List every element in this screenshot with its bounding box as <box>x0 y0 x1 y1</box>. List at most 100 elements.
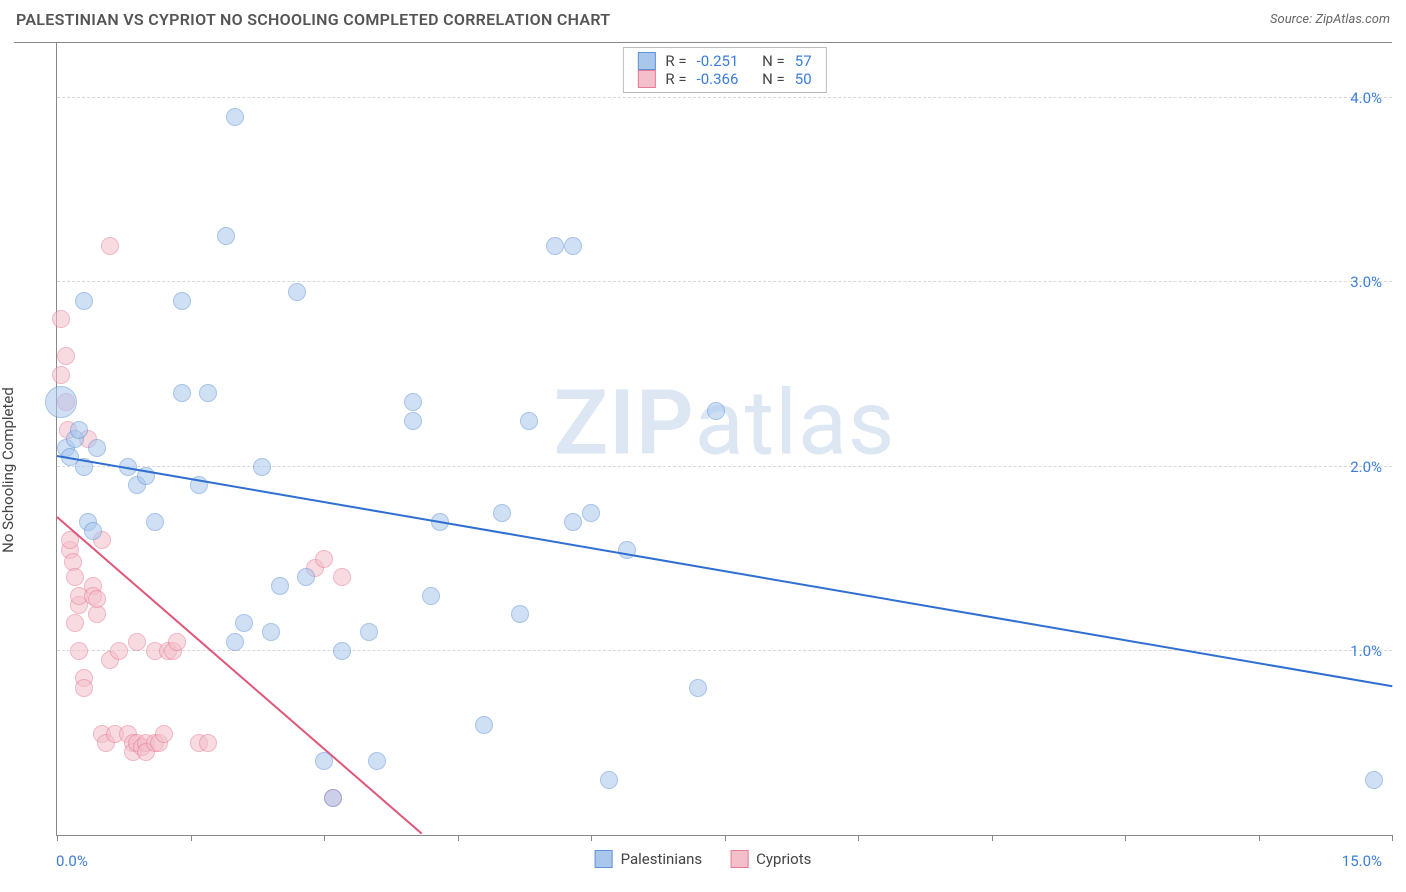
x-tick <box>1392 835 1393 841</box>
n-label: N = <box>762 52 785 70</box>
x-tick <box>324 835 325 841</box>
swatch-cypriots <box>730 850 748 868</box>
y-tick-label: 4.0% <box>1350 89 1382 107</box>
data-point <box>288 283 306 301</box>
data-point <box>45 386 77 418</box>
x-tick <box>591 835 592 841</box>
data-point <box>168 633 186 651</box>
data-point <box>101 237 119 255</box>
data-point <box>173 292 191 310</box>
data-point <box>88 439 106 457</box>
data-point <box>511 605 529 623</box>
r-value-cypriots: -0.366 <box>697 70 739 88</box>
legend-item-palestinians: Palestinians <box>595 850 703 868</box>
data-point <box>360 623 378 641</box>
data-point <box>75 679 93 697</box>
data-point <box>57 347 75 365</box>
data-point <box>333 568 351 586</box>
watermark: ZIPatlas <box>554 371 896 476</box>
correlation-legend: R = -0.251 N = 57 R = -0.366 N = 50 <box>622 47 826 93</box>
data-point <box>422 587 440 605</box>
n-value-palestinians: 57 <box>795 52 812 70</box>
x-axis-min-label: 0.0% <box>56 852 88 870</box>
source-prefix: Source: <box>1270 12 1315 27</box>
data-point <box>324 789 342 807</box>
legend-item-cypriots: Cypriots <box>730 850 811 868</box>
data-point <box>146 513 164 531</box>
swatch-palestinians <box>637 52 655 70</box>
chart-title: PALESTINIAN VS CYPRIOT NO SCHOOLING COMP… <box>16 10 610 29</box>
data-point <box>66 568 84 586</box>
gridline <box>57 281 1392 282</box>
data-point <box>75 292 93 310</box>
y-tick-label: 2.0% <box>1350 458 1382 476</box>
swatch-palestinians <box>595 850 613 868</box>
x-axis-max-label: 15.0% <box>1342 852 1382 870</box>
data-point <box>262 623 280 641</box>
data-point <box>110 642 128 660</box>
x-tick <box>1125 835 1126 841</box>
data-point <box>52 366 70 384</box>
n-label: N = <box>762 70 785 88</box>
n-value-cypriots: 50 <box>795 70 812 88</box>
data-point <box>315 752 333 770</box>
data-point <box>546 237 564 255</box>
watermark-zip: ZIP <box>554 371 695 476</box>
data-point <box>128 633 146 651</box>
data-point <box>404 412 422 430</box>
data-point <box>493 504 511 522</box>
watermark-atlas: atlas <box>695 371 896 476</box>
data-point <box>1365 771 1383 789</box>
trend-line <box>57 455 1392 687</box>
source-name: ZipAtlas.com <box>1315 12 1390 27</box>
data-point <box>70 642 88 660</box>
r-label: R = <box>665 70 686 88</box>
data-point <box>52 310 70 328</box>
plot-area: ZIPatlas R = -0.251 N = 57 R = -0.366 N … <box>56 43 1392 836</box>
chart-container: No Schooling Completed ZIPatlas R = -0.2… <box>14 42 1392 878</box>
x-tick <box>725 835 726 841</box>
source-attribution: Source: ZipAtlas.com <box>1270 12 1390 27</box>
r-label: R = <box>665 52 686 70</box>
r-value-palestinians: -0.251 <box>697 52 739 70</box>
data-point <box>155 725 173 743</box>
data-point <box>582 504 600 522</box>
data-point <box>235 614 253 632</box>
y-tick-label: 3.0% <box>1350 273 1382 291</box>
gridline <box>57 97 1392 98</box>
data-point <box>271 577 289 595</box>
data-point <box>297 568 315 586</box>
series-legend: Palestinians Cypriots <box>595 850 812 868</box>
data-point <box>199 734 217 752</box>
data-point <box>88 590 106 608</box>
data-point <box>217 227 235 245</box>
data-point <box>600 771 618 789</box>
x-tick <box>1259 835 1260 841</box>
data-point <box>564 237 582 255</box>
data-point <box>315 550 333 568</box>
data-point <box>689 679 707 697</box>
x-tick <box>191 835 192 841</box>
x-tick <box>992 835 993 841</box>
data-point <box>173 384 191 402</box>
y-axis-label: No Schooling Completed <box>0 387 17 553</box>
x-tick <box>458 835 459 841</box>
y-tick-label: 1.0% <box>1350 642 1382 660</box>
legend-label-palestinians: Palestinians <box>621 850 703 868</box>
legend-row-cypriots: R = -0.366 N = 50 <box>637 70 811 88</box>
data-point <box>404 393 422 411</box>
x-tick <box>57 835 58 841</box>
data-point <box>199 384 217 402</box>
data-point <box>84 522 102 540</box>
swatch-cypriots <box>637 70 655 88</box>
data-point <box>333 642 351 660</box>
data-point <box>66 614 84 632</box>
legend-row-palestinians: R = -0.251 N = 57 <box>637 52 811 70</box>
data-point <box>226 108 244 126</box>
trend-line <box>56 516 422 834</box>
data-point <box>707 402 725 420</box>
data-point <box>520 412 538 430</box>
data-point <box>70 421 88 439</box>
legend-label-cypriots: Cypriots <box>756 850 811 868</box>
data-point <box>226 633 244 651</box>
